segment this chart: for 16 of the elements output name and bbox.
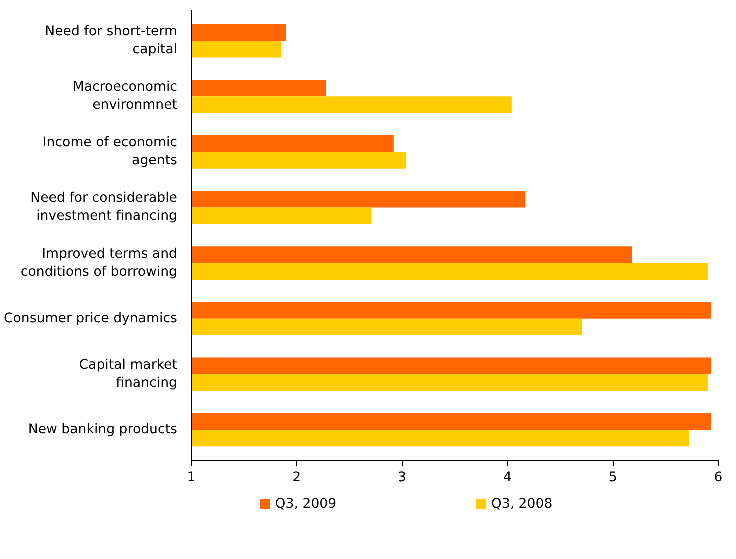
x-tick-label: 2: [292, 470, 302, 486]
x-tick-label: 3: [398, 470, 407, 486]
legend-label: Q3, 2009: [275, 497, 337, 512]
y-tick-label: New banking products: [28, 422, 178, 438]
x-tick-label: 4: [503, 470, 512, 486]
y-tick-label: Consumer price dynamics: [4, 311, 178, 326]
y-tick-label: Need for considerable investment financing: [30, 191, 178, 224]
y-tick-label: Income of economic agents: [42, 136, 178, 169]
legend-label: Q3, 2008: [491, 497, 553, 512]
x-tick-label: 6: [714, 470, 723, 486]
x-tick-label: 1: [187, 470, 196, 486]
x-tick-label: 5: [608, 470, 618, 486]
y-tick-label: Capital market financing: [79, 358, 178, 391]
y-tick-label: Need for short-term capital: [45, 24, 178, 58]
y-tick-label: Macroeconomic environmnet: [72, 80, 178, 114]
y-tick-label: Improved terms and conditions of borrowing: [20, 246, 178, 280]
